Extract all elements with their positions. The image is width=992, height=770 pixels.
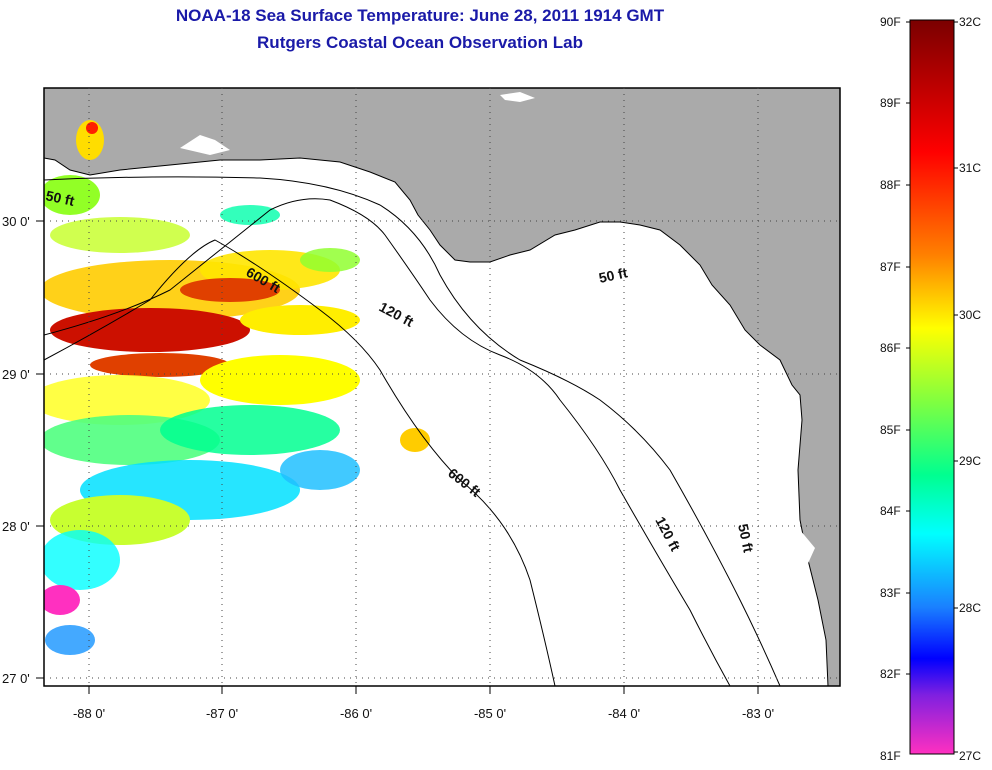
colorbar-f-label: 81F <box>880 749 901 763</box>
colorbar-c-label: 30C <box>959 308 981 322</box>
map-frame <box>43 87 841 687</box>
colorbar-f-label: 89F <box>880 96 901 110</box>
x-tick-label: -84 0' <box>608 706 640 721</box>
map-subtitle: Rutgers Coastal Ocean Observation Lab <box>257 33 583 52</box>
colorbar-f-label: 87F <box>880 260 901 274</box>
colorbar-ticks <box>906 21 958 753</box>
x-tick-label: -83 0' <box>742 706 774 721</box>
x-tick-label: -85 0' <box>474 706 506 721</box>
bay <box>180 135 230 155</box>
y-tick-label: 30 0' <box>2 214 30 229</box>
colorbar-c-label: 29C <box>959 454 981 468</box>
sst-patches <box>44 120 430 655</box>
depth-contours <box>44 176 781 686</box>
colorbar-f-label: 88F <box>880 178 901 192</box>
colorbar <box>909 19 955 755</box>
tick-marks <box>36 220 759 694</box>
map-title: NOAA-18 Sea Surface Temperature: June 28… <box>175 6 665 25</box>
contour-label: 50 ft <box>44 187 76 209</box>
colorbar-c-label: 28C <box>959 601 981 615</box>
colorbar-f-label: 82F <box>880 667 901 681</box>
map-grid <box>44 88 840 686</box>
colorbar-f-label: 90F <box>880 15 901 29</box>
colorbar-c-label: 31C <box>959 161 981 175</box>
y-tick-label: 29 0' <box>2 367 30 382</box>
bay <box>500 92 535 102</box>
x-tick-label: -88 0' <box>73 706 105 721</box>
contour-label: 50 ft <box>597 264 629 286</box>
y-tick-label: 28 0' <box>2 519 30 534</box>
bay <box>780 530 815 570</box>
colorbar-f-label: 83F <box>880 586 901 600</box>
y-tick-label: 27 0' <box>2 671 30 686</box>
colorbar-f-label: 85F <box>880 423 901 437</box>
colorbar-f-label: 86F <box>880 341 901 355</box>
land-area <box>44 88 840 686</box>
colorbar-f-label: 84F <box>880 504 901 518</box>
colorbar-c-label: 27C <box>959 749 981 763</box>
colorbar-c-label: 32C <box>959 15 981 29</box>
contour-label: 50 ft <box>735 522 757 554</box>
x-tick-label: -87 0' <box>206 706 238 721</box>
x-tick-label: -86 0' <box>340 706 372 721</box>
